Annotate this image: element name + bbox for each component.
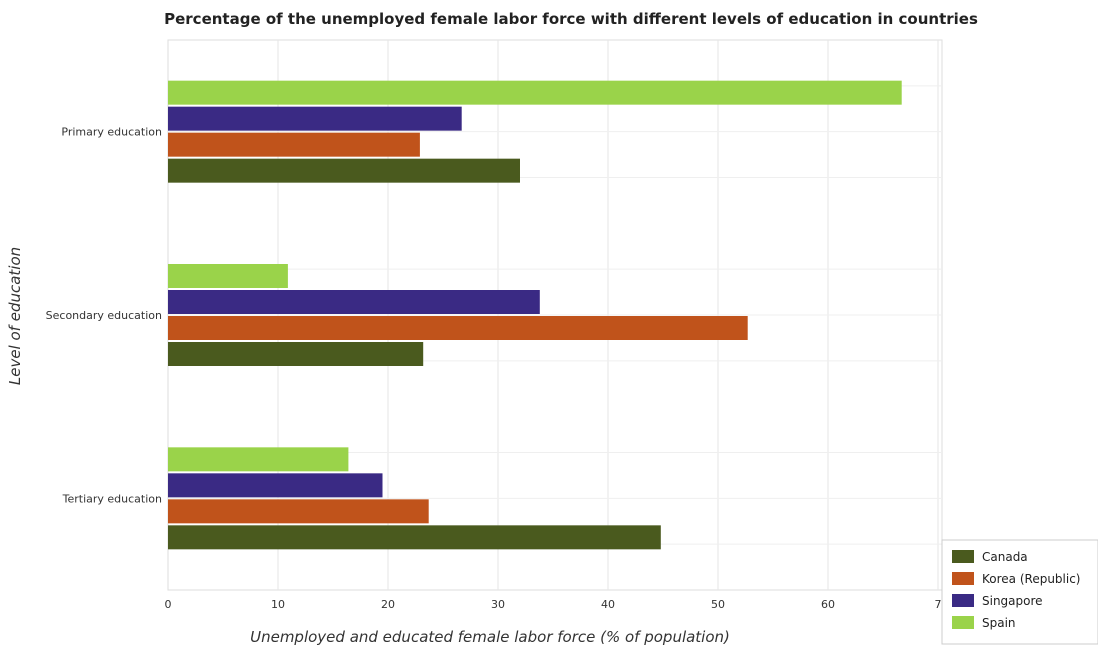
x-tick-label: 0	[165, 598, 172, 611]
x-tick-label: 30	[491, 598, 505, 611]
bar	[168, 525, 661, 550]
bar	[168, 80, 902, 105]
bar	[168, 158, 520, 183]
legend: Canada Korea (Republic) Singapore Spain	[941, 539, 1098, 645]
x-tick-label: 20	[381, 598, 395, 611]
legend-label: Canada	[982, 550, 1028, 564]
bar	[168, 106, 462, 131]
legend-swatch	[952, 616, 974, 629]
bars-layer	[168, 80, 902, 550]
x-axis-label: Unemployed and educated female labor for…	[250, 628, 730, 646]
y-tick-label: Secondary education	[46, 309, 162, 322]
legend-swatch	[952, 572, 974, 585]
bar	[168, 447, 349, 472]
legend-swatch	[952, 594, 974, 607]
x-tick-label: 50	[711, 598, 725, 611]
x-tick-label: 10	[271, 598, 285, 611]
x-tick-label: 60	[821, 598, 835, 611]
bar	[168, 264, 288, 288]
axis-layer: 0 10 20 30 40 50 60 7 Primary education Secondary…	[46, 126, 942, 611]
bar	[168, 342, 424, 366]
x-tick-label: 7	[935, 598, 942, 611]
y-tick-label: Tertiary education	[62, 492, 162, 505]
legend-label: Spain	[982, 616, 1016, 630]
x-tick-label: 40	[601, 598, 615, 611]
bar	[168, 499, 429, 524]
bar	[168, 473, 383, 498]
bar	[168, 290, 540, 314]
y-axis-label: Level of education	[6, 247, 24, 385]
y-tick-label: Primary education	[61, 126, 162, 139]
legend-swatch	[952, 550, 974, 563]
legend-label: Korea (Republic)	[982, 572, 1080, 586]
bar	[168, 132, 420, 157]
chart-title: Percentage of the unemployed female labo…	[164, 10, 978, 28]
bar	[168, 316, 748, 340]
legend-label: Singapore	[982, 594, 1043, 608]
